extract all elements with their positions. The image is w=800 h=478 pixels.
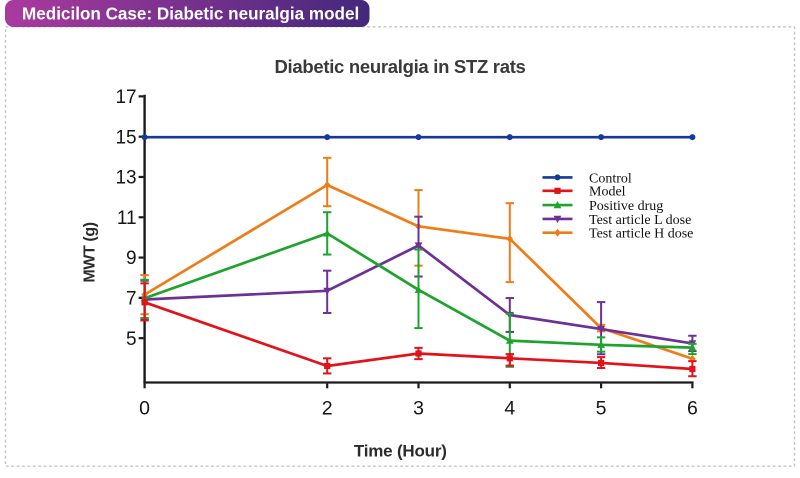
svg-text:5: 5	[596, 398, 607, 420]
svg-text:2: 2	[322, 398, 333, 420]
svg-text:Positive drug: Positive drug	[589, 199, 663, 214]
svg-text:Diabetic neuralgia in STZ rats: Diabetic neuralgia in STZ rats	[274, 56, 525, 77]
svg-text:Time (Hour): Time (Hour)	[354, 442, 447, 461]
svg-text:5: 5	[126, 329, 137, 350]
svg-text:13: 13	[115, 168, 136, 189]
svg-text:Test article L dose: Test article L dose	[589, 213, 691, 228]
svg-text:17: 17	[115, 87, 136, 108]
svg-text:4: 4	[504, 398, 515, 420]
svg-text:9: 9	[126, 248, 137, 269]
svg-text:15: 15	[115, 127, 136, 148]
svg-text:Model: Model	[589, 185, 626, 200]
svg-text:Medicilon Case: Diabetic neura: Medicilon Case: Diabetic neuralgia model	[22, 4, 359, 23]
svg-text:7: 7	[126, 288, 137, 309]
svg-text:3: 3	[413, 398, 424, 420]
svg-text:11: 11	[117, 208, 137, 229]
svg-text:MWT (g): MWT (g)	[82, 222, 99, 282]
svg-text:0: 0	[139, 398, 150, 420]
svg-text:Test article H dose: Test article H dose	[589, 227, 693, 242]
svg-text:Control: Control	[589, 171, 632, 186]
svg-text:6: 6	[687, 398, 698, 420]
